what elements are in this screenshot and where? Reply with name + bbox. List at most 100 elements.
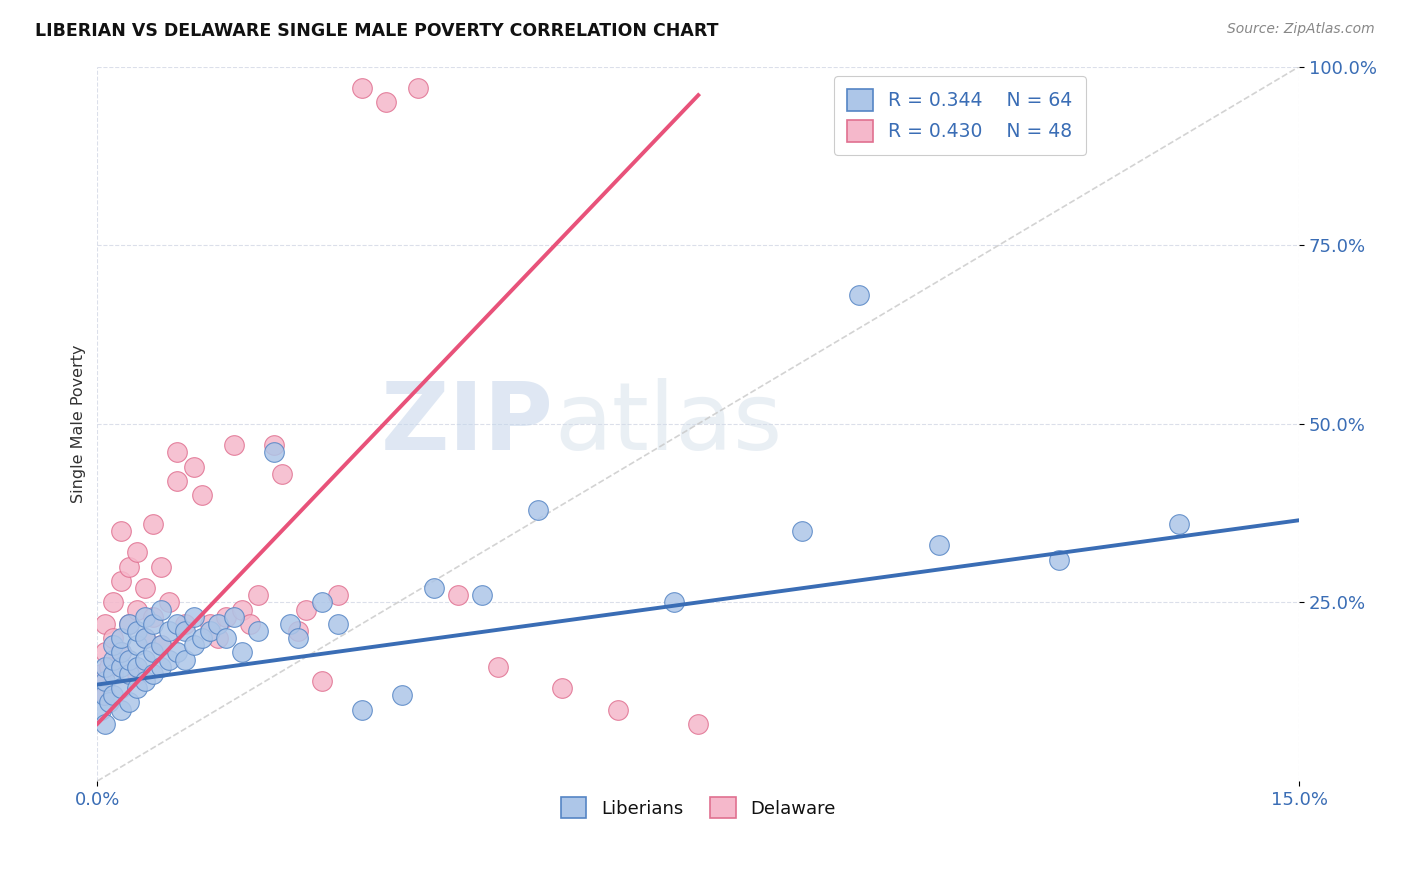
Point <box>142 609 165 624</box>
Point <box>551 681 574 695</box>
Point <box>127 659 149 673</box>
Point <box>1047 552 1070 566</box>
Point <box>246 588 269 602</box>
Point <box>183 638 205 652</box>
Point <box>90 666 112 681</box>
Point <box>142 666 165 681</box>
Point <box>263 445 285 459</box>
Point <box>118 616 141 631</box>
Point <box>928 538 950 552</box>
Point <box>406 81 429 95</box>
Point <box>792 524 814 538</box>
Point <box>486 659 509 673</box>
Point <box>294 602 316 616</box>
Point <box>110 702 132 716</box>
Point <box>134 652 156 666</box>
Point <box>118 666 141 681</box>
Point <box>471 588 494 602</box>
Point <box>98 695 121 709</box>
Point <box>190 488 212 502</box>
Point <box>110 645 132 659</box>
Point <box>150 602 173 616</box>
Point <box>174 624 197 638</box>
Point <box>159 652 181 666</box>
Point <box>110 524 132 538</box>
Point <box>198 624 221 638</box>
Point <box>374 95 396 110</box>
Point <box>263 438 285 452</box>
Point <box>214 631 236 645</box>
Point <box>1168 516 1191 531</box>
Point <box>848 288 870 302</box>
Point <box>142 645 165 659</box>
Point <box>110 645 132 659</box>
Point <box>183 459 205 474</box>
Legend: Liberians, Delaware: Liberians, Delaware <box>554 790 842 826</box>
Point <box>118 616 141 631</box>
Point <box>103 631 125 645</box>
Text: Source: ZipAtlas.com: Source: ZipAtlas.com <box>1227 22 1375 37</box>
Point <box>326 616 349 631</box>
Point <box>166 645 188 659</box>
Point <box>150 559 173 574</box>
Point <box>103 595 125 609</box>
Point <box>311 595 333 609</box>
Point <box>94 716 117 731</box>
Point <box>93 688 115 702</box>
Point <box>134 581 156 595</box>
Point <box>103 652 125 666</box>
Point <box>103 688 125 702</box>
Point <box>142 616 165 631</box>
Point <box>183 609 205 624</box>
Point <box>270 467 292 481</box>
Point <box>134 673 156 688</box>
Y-axis label: Single Male Poverty: Single Male Poverty <box>72 344 86 503</box>
Point <box>98 659 121 673</box>
Point <box>127 624 149 638</box>
Point <box>326 588 349 602</box>
Point <box>287 624 309 638</box>
Point <box>174 616 197 631</box>
Point <box>127 681 149 695</box>
Point <box>166 616 188 631</box>
Point <box>110 574 132 588</box>
Point <box>90 702 112 716</box>
Point <box>222 438 245 452</box>
Point <box>150 638 173 652</box>
Point <box>166 445 188 459</box>
Point <box>94 659 117 673</box>
Point <box>423 581 446 595</box>
Point <box>239 616 262 631</box>
Point <box>94 673 117 688</box>
Point <box>287 631 309 645</box>
Point <box>110 659 132 673</box>
Point <box>391 688 413 702</box>
Point <box>664 595 686 609</box>
Point <box>207 631 229 645</box>
Point <box>222 609 245 624</box>
Point <box>94 645 117 659</box>
Point <box>127 666 149 681</box>
Text: LIBERIAN VS DELAWARE SINGLE MALE POVERTY CORRELATION CHART: LIBERIAN VS DELAWARE SINGLE MALE POVERTY… <box>35 22 718 40</box>
Point <box>94 688 117 702</box>
Point <box>134 609 156 624</box>
Point <box>103 666 125 681</box>
Point <box>94 616 117 631</box>
Point <box>246 624 269 638</box>
Point <box>190 631 212 645</box>
Point <box>134 631 156 645</box>
Point <box>174 652 197 666</box>
Point <box>118 652 141 666</box>
Point <box>103 638 125 652</box>
Point <box>127 545 149 559</box>
Point <box>159 624 181 638</box>
Point <box>166 474 188 488</box>
Point <box>159 595 181 609</box>
Point <box>150 638 173 652</box>
Point <box>527 502 550 516</box>
Point <box>447 588 470 602</box>
Point <box>134 631 156 645</box>
Point <box>350 702 373 716</box>
Point <box>231 602 253 616</box>
Point <box>311 673 333 688</box>
